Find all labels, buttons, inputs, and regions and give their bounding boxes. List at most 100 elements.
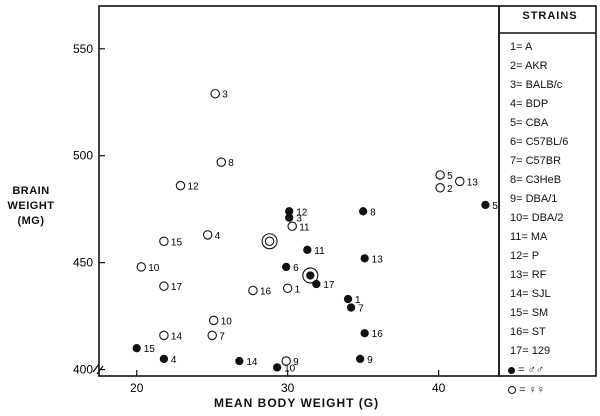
female-point	[136, 262, 147, 272]
male-point	[132, 344, 141, 353]
male-point	[303, 245, 312, 254]
y-axis-label-line: BRAIN	[12, 185, 50, 197]
legend-strain-item: 10= DBA/2	[510, 212, 564, 224]
male-point	[343, 294, 353, 304]
point-label: 13	[372, 254, 384, 265]
x-tick-label: 40	[432, 381, 446, 395]
point-label: 15	[171, 237, 183, 248]
male-point	[159, 354, 169, 364]
y-tick-label: 450	[73, 256, 93, 270]
legend-strain-item: 4= BDP	[510, 98, 549, 110]
legend-strain-item: 17= 129	[510, 345, 551, 357]
x-axis-label: MEAN BODY WEIGHT (G)	[214, 396, 380, 410]
point-label: 8	[228, 158, 234, 169]
legend-symbol-female: = ♀♀	[508, 384, 545, 396]
male-point	[346, 303, 356, 312]
legend-strain-item: 7= C57BR	[510, 155, 562, 167]
male-point	[481, 200, 490, 210]
male-point	[359, 207, 368, 216]
legend-strain-item: 11= MA	[510, 231, 548, 243]
point-label: 2	[447, 184, 453, 195]
point-label: 17	[323, 280, 335, 291]
y-axis-label: BRAIN WEIGHT (MG)	[4, 184, 58, 229]
female-point	[159, 281, 169, 291]
point-label: 14	[171, 331, 183, 342]
female-point	[435, 170, 445, 180]
legend-strain-item: 15= SM	[510, 307, 549, 319]
female-point	[455, 176, 465, 187]
legend-strain-item: 12= P	[510, 250, 540, 262]
point-label: 5	[492, 201, 498, 212]
legend-symbol-male-text: = ♂♂	[518, 364, 545, 376]
point-label: 3	[296, 214, 302, 225]
female-point	[287, 221, 297, 232]
male-point	[235, 356, 244, 366]
y-tick-label: 400	[73, 363, 93, 377]
legend-strain-item: 5= CBA	[510, 117, 549, 129]
point-label: 10	[284, 363, 296, 374]
point-label: 8	[370, 207, 376, 218]
point-label: 11	[314, 246, 325, 257]
male-point	[355, 354, 365, 364]
female-point	[210, 88, 220, 99]
highlight-point	[306, 271, 315, 280]
highlight-point	[264, 236, 275, 247]
open-circle-icon	[508, 386, 516, 395]
legend-symbol-male: = ♂♂	[508, 364, 544, 376]
highlight-ring	[261, 233, 278, 250]
legend-symbol-female-text: = ♀♀	[519, 384, 546, 396]
point-label: 10	[148, 263, 160, 274]
legend-strain-item: 2= AKR	[510, 60, 548, 72]
point-label: 16	[372, 329, 384, 340]
legend-frame	[498, 5, 597, 377]
point-label: 14	[246, 357, 258, 368]
male-point	[360, 254, 369, 263]
female-point	[282, 283, 293, 294]
legend-title: STRAINS	[522, 10, 578, 22]
legend-strain-item: 9= DBA/1	[510, 193, 558, 205]
female-point	[435, 183, 445, 193]
point-label: 7	[219, 331, 225, 342]
point-label: 3	[222, 90, 228, 101]
female-point	[207, 330, 217, 341]
point-label: 7	[358, 304, 364, 315]
point-label: 12	[296, 207, 308, 218]
highlight-ring	[302, 267, 319, 284]
point-label: 11	[299, 222, 310, 233]
y-axis-label-line: WEIGHT	[7, 200, 55, 212]
male-point	[360, 329, 369, 338]
male-point	[272, 363, 282, 372]
legend-strain-list: 1= A 2= AKR 3= BALB/c 4= BDP 5= CBA 6= C…	[510, 38, 568, 361]
legend-strain-item: 3= BALB/c	[510, 79, 563, 91]
point-label: 15	[144, 344, 156, 355]
point-label: 12	[188, 182, 200, 193]
point-label: 9	[367, 355, 373, 366]
y-tick-label: 550	[73, 42, 93, 56]
y-axis-label-line: (MG)	[17, 215, 45, 227]
point-label: 5	[447, 171, 453, 182]
female-point	[159, 236, 169, 247]
point-label: 6	[293, 263, 299, 274]
female-point	[159, 330, 169, 341]
female-point	[216, 157, 227, 167]
female-point	[175, 180, 186, 191]
filled-circle-icon	[508, 366, 515, 374]
x-tick-label: 30	[281, 381, 295, 395]
female-point	[248, 285, 258, 296]
point-label: 13	[467, 177, 479, 188]
point-label: 10	[221, 316, 233, 327]
legend-strain-item: 16= ST	[510, 326, 546, 338]
x-tick-label: 20	[130, 381, 144, 395]
point-label: 17	[171, 282, 183, 293]
legend-strain-item: 1= A	[510, 41, 533, 53]
point-label: 4	[215, 231, 221, 242]
point-label: 9	[293, 357, 299, 368]
male-point	[285, 213, 294, 222]
point-label: 1	[295, 284, 301, 295]
female-point	[281, 356, 291, 366]
legend-strain-item: 13= RF	[510, 269, 547, 281]
y-tick-label: 500	[73, 149, 93, 163]
point-label: 1	[355, 295, 361, 306]
